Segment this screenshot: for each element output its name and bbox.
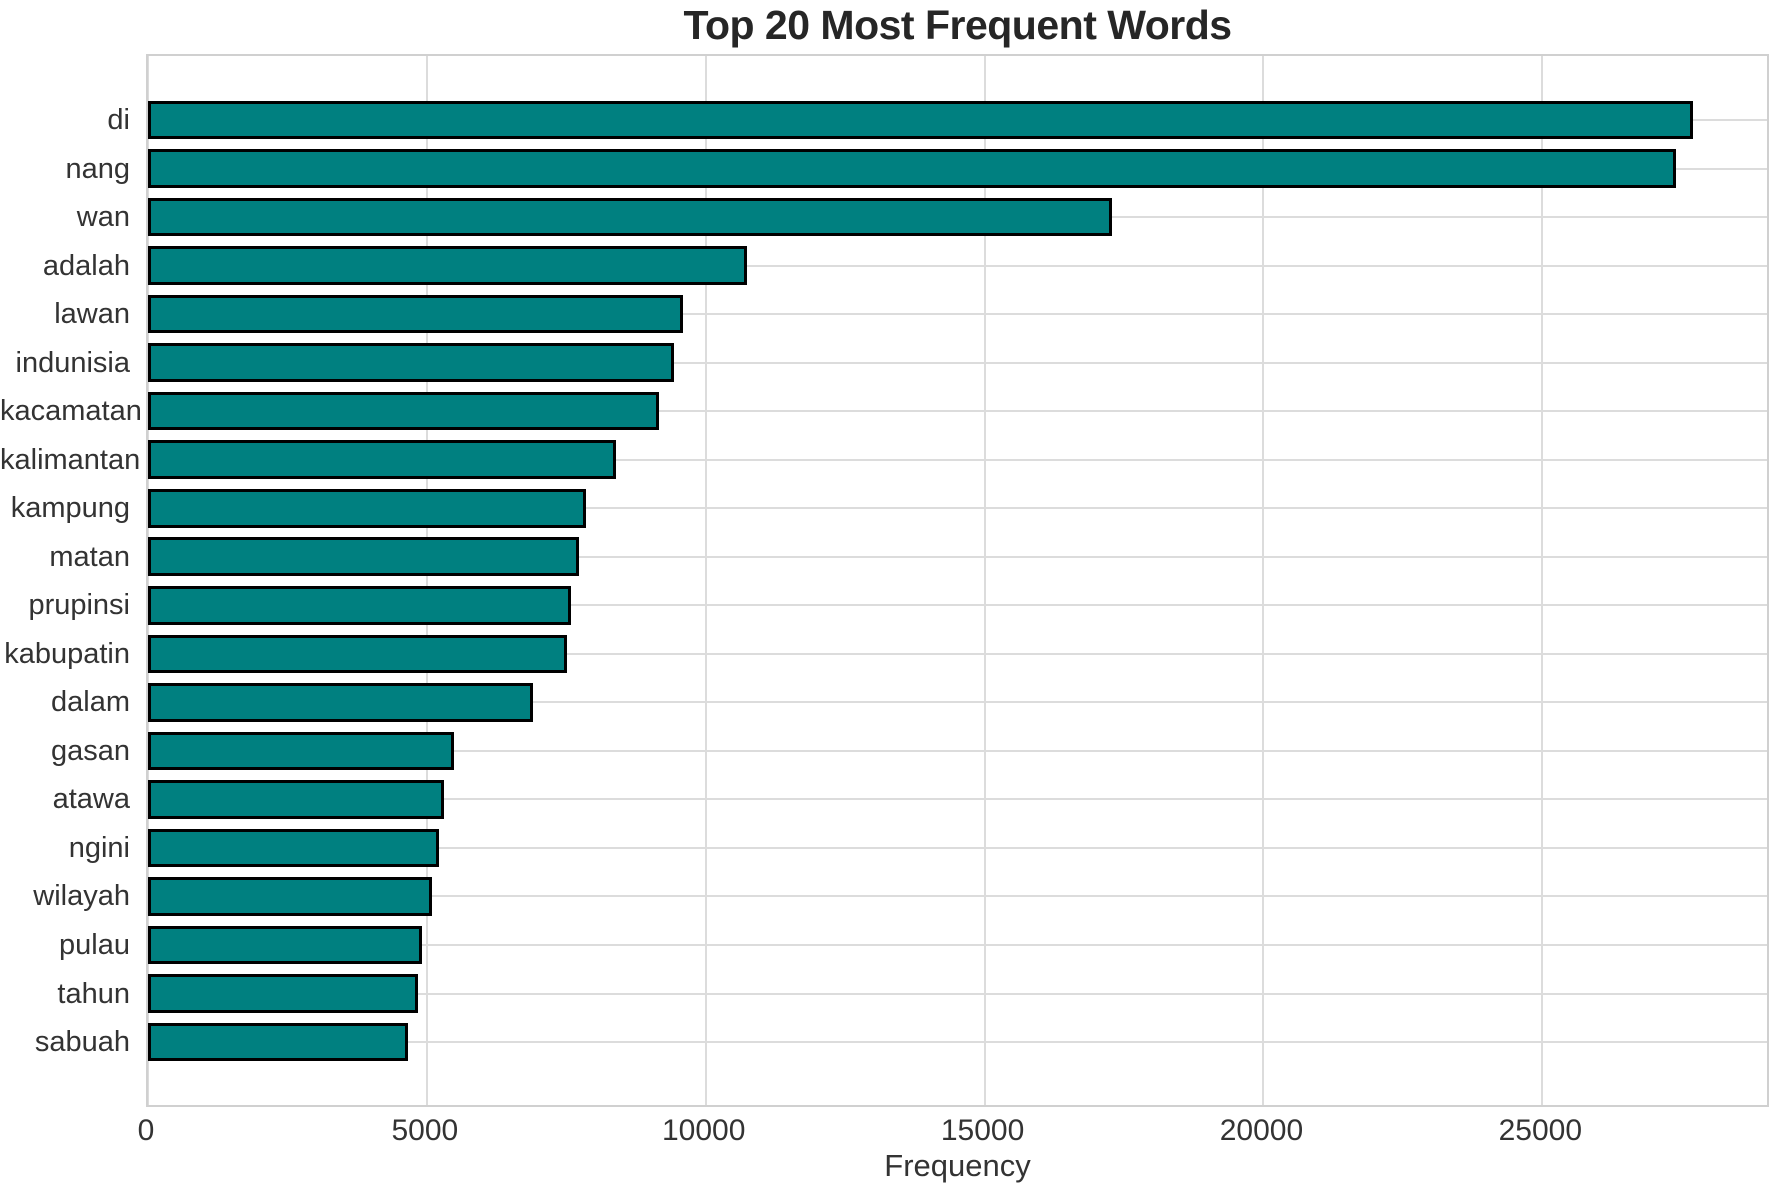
horizontal-gridline bbox=[148, 1041, 1767, 1044]
horizontal-gridline bbox=[148, 604, 1767, 607]
y-tick-label-matan: matan bbox=[49, 540, 130, 573]
horizontal-gridline bbox=[148, 895, 1767, 898]
vertical-gridline bbox=[425, 56, 428, 1105]
y-tick-label-kabupatin: kabupatin bbox=[4, 637, 130, 670]
bar-prupinsi bbox=[148, 586, 572, 625]
horizontal-gridline bbox=[148, 701, 1767, 704]
horizontal-gridline bbox=[148, 361, 1767, 364]
bar-kampung bbox=[148, 488, 586, 528]
plot-area bbox=[146, 54, 1769, 1107]
bar-adalah bbox=[148, 246, 747, 285]
y-tick-label-wan: wan bbox=[76, 201, 130, 234]
bar-lawan bbox=[148, 294, 684, 334]
bar-indunisia bbox=[148, 343, 675, 382]
y-tick-label-dalam: dalam bbox=[51, 686, 130, 719]
horizontal-gridline bbox=[148, 798, 1767, 801]
vertical-gridline bbox=[148, 56, 149, 1105]
y-tick-label-ngini: ngini bbox=[68, 831, 130, 864]
bar-pulau bbox=[148, 925, 423, 965]
x-tick-label-5000: 5000 bbox=[391, 1114, 459, 1147]
bar-kacamatan bbox=[148, 391, 660, 431]
horizontal-gridline bbox=[148, 410, 1767, 413]
bar-gasan bbox=[148, 731, 455, 771]
horizontal-gridline bbox=[148, 992, 1767, 995]
y-tick-label-indunisia: indunisia bbox=[15, 346, 130, 379]
y-tick-label-pulau: pulau bbox=[59, 929, 130, 961]
bar-tahun bbox=[148, 974, 418, 1013]
x-tick-label-0: 0 bbox=[137, 1114, 155, 1147]
horizontal-gridline bbox=[148, 458, 1767, 461]
horizontal-gridline bbox=[148, 846, 1767, 849]
bar-kalimantan bbox=[148, 440, 617, 479]
y-tick-label-nang: nang bbox=[65, 152, 130, 185]
x-tick-label-25000: 25000 bbox=[1498, 1114, 1583, 1147]
horizontal-gridline bbox=[148, 944, 1767, 946]
bar-wan bbox=[148, 197, 1112, 237]
chart-title: Top 20 Most Frequent Words bbox=[683, 2, 1232, 48]
bar-ngini bbox=[148, 828, 440, 868]
y-tick-label-sabuah: sabuah bbox=[34, 1026, 130, 1059]
x-axis-label: Frequency bbox=[884, 1148, 1031, 1183]
bar-dalam bbox=[148, 683, 533, 722]
horizontal-gridline bbox=[148, 313, 1767, 316]
y-tick-label-atawa: atawa bbox=[52, 783, 130, 816]
horizontal-gridline bbox=[148, 555, 1767, 558]
y-tick-label-kalimantan: kalimantan bbox=[0, 443, 141, 476]
y-tick-label-kacamatan: kacamatan bbox=[0, 395, 142, 428]
bar-kabupatin bbox=[148, 634, 567, 674]
y-tick-label-kampung: kampung bbox=[10, 492, 130, 525]
x-tick-label-15000: 15000 bbox=[940, 1114, 1025, 1147]
y-tick-label-adalah: adalah bbox=[42, 249, 130, 282]
y-tick-label-di: di bbox=[107, 104, 130, 136]
bar-atawa bbox=[148, 780, 444, 819]
y-tick-label-lawan: lawan bbox=[54, 298, 130, 331]
bar-matan bbox=[148, 537, 579, 577]
vertical-gridline bbox=[1541, 56, 1544, 1105]
y-tick-label-gasan: gasan bbox=[50, 734, 130, 767]
horizontal-gridline bbox=[148, 507, 1767, 510]
bar-di bbox=[148, 100, 1693, 140]
vertical-gridline bbox=[983, 56, 986, 1105]
horizontal-gridline bbox=[148, 749, 1767, 752]
vertical-gridline bbox=[704, 56, 707, 1105]
x-tick-label-20000: 20000 bbox=[1219, 1114, 1304, 1147]
horizontal-gridline bbox=[148, 264, 1767, 267]
vertical-gridline bbox=[1262, 56, 1265, 1105]
y-tick-label-tahun: tahun bbox=[57, 977, 130, 1010]
bar-nang bbox=[148, 149, 1677, 188]
bar-sabuah bbox=[148, 1022, 408, 1062]
x-tick-label-10000: 10000 bbox=[662, 1114, 746, 1147]
y-tick-label-wilayah: wilayah bbox=[33, 880, 130, 913]
horizontal-gridline bbox=[148, 652, 1767, 655]
bar-wilayah bbox=[148, 877, 433, 916]
y-tick-label-prupinsi: prupinsi bbox=[28, 589, 130, 622]
